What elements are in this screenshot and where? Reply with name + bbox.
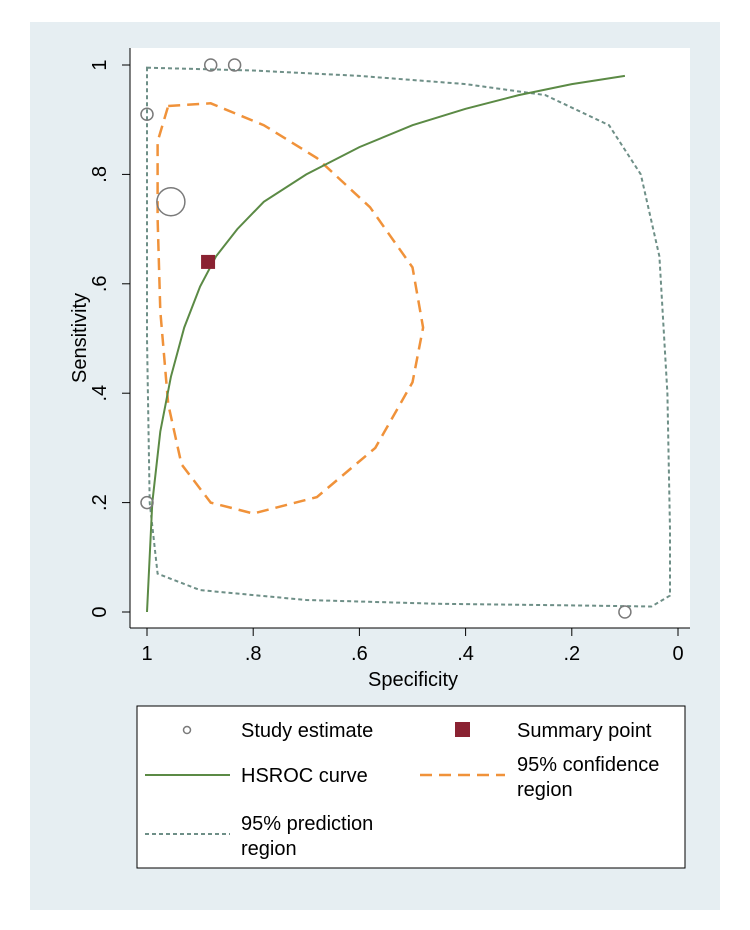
y-tick-label: .2 xyxy=(89,494,111,511)
y-axis-title: Sensitivity xyxy=(69,293,91,383)
axes: 1 .8 .6 .4 .2 0 0 .2 .4 .6 .8 1 Specificity Sensit… xyxy=(69,48,690,691)
study-estimate-point xyxy=(140,495,154,510)
legend-confidence-region-label-line2: region xyxy=(517,779,573,801)
legend-study-estimate-label: Study estimate xyxy=(241,720,373,742)
plot-series-layer xyxy=(140,58,671,619)
x-axis-ticks: 1 .8 .6 .4 .2 0 xyxy=(141,628,684,665)
legend-confidence-region-label-line1: 95% confidence xyxy=(517,754,659,776)
study-estimate-point xyxy=(140,107,154,121)
y-tick-label: .4 xyxy=(89,385,111,402)
y-tick-label: 0 xyxy=(89,606,111,617)
plot-area xyxy=(130,48,690,628)
study-estimate-point xyxy=(618,605,632,619)
legend-hsroc-curve-label: HSROC curve xyxy=(241,765,368,787)
prediction-region-line xyxy=(146,66,671,608)
y-tick-label: .8 xyxy=(89,166,111,183)
legend-box xyxy=(136,705,686,869)
legend-study-estimate-icon xyxy=(182,725,192,735)
y-axis-ticks: 0 .2 .4 .6 .8 1 xyxy=(89,59,130,618)
x-tick-label: .8 xyxy=(245,643,262,665)
study-estimate-points xyxy=(140,58,632,619)
legend: Study estimate Summary point HSROC curve… xyxy=(136,705,686,869)
y-tick-label: .6 xyxy=(89,275,111,292)
confidence-region-line xyxy=(156,102,425,515)
x-tick-label: 1 xyxy=(141,643,152,665)
x-tick-label: .4 xyxy=(457,643,474,665)
study-estimate-point xyxy=(227,58,242,72)
x-axis-title: Specificity xyxy=(368,669,458,691)
summary-point-marker xyxy=(201,254,216,269)
legend-summary-point-label: Summary point xyxy=(517,720,652,742)
x-tick-label: .6 xyxy=(351,643,368,665)
legend-summary-point-icon xyxy=(455,722,470,737)
study-estimate-point xyxy=(156,187,186,217)
hsroc-curve-line xyxy=(146,74,626,613)
legend-prediction-region-label-line1: 95% prediction xyxy=(241,813,373,835)
y-tick-label: 1 xyxy=(89,59,111,70)
study-estimate-point xyxy=(203,58,218,72)
legend-prediction-region-label-line2: region xyxy=(241,838,297,860)
x-tick-label: .2 xyxy=(563,643,580,665)
x-tick-label: 0 xyxy=(672,643,683,665)
